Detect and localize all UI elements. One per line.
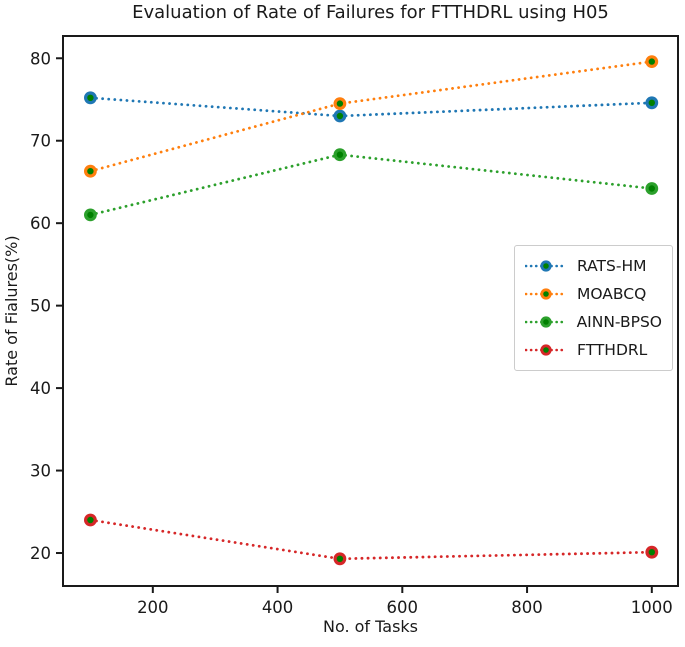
- data-point-MOABCQ: [333, 97, 347, 110]
- x-tick-label: 200: [137, 598, 169, 617]
- legend-sample-marker: [540, 316, 552, 328]
- data-point-FTTHDRL: [333, 552, 347, 566]
- data-point-RATS-HM: [333, 109, 347, 123]
- x-tick-label: 1000: [631, 598, 673, 617]
- y-tick-label: 80: [30, 49, 51, 68]
- y-tick-label: 20: [30, 544, 51, 563]
- y-tick-label: 50: [30, 297, 51, 316]
- data-point-RATS-HM: [83, 91, 97, 105]
- legend-label: AINN-BPSO: [576, 313, 662, 331]
- legend-sample-marker: [540, 260, 552, 272]
- x-axis-label: No. of Tasks: [322, 617, 419, 636]
- series-line-RATS-HM: [89, 96, 654, 118]
- legend-marker-icon: [525, 344, 567, 356]
- data-point-FTTHDRL: [645, 545, 659, 559]
- data-point-FTTHDRL: [83, 513, 97, 527]
- legend-item-RATS-HM: RATS-HM: [525, 257, 662, 275]
- legend-label: RATS-HM: [577, 257, 647, 275]
- axes-frame: [62, 35, 679, 587]
- legend-marker-icon: [525, 260, 567, 272]
- data-point-AINN-BPSO: [83, 208, 97, 222]
- legend-item-MOABCQ: MOABCQ: [525, 285, 662, 303]
- data-point-MOABCQ: [645, 55, 659, 68]
- data-point-AINN-BPSO: [645, 182, 659, 195]
- legend-sample-marker: [540, 344, 552, 356]
- y-tick-label: 30: [30, 462, 51, 481]
- legend-marker-icon: [525, 316, 567, 328]
- x-tick-label: 800: [511, 598, 543, 617]
- series-line-MOABCQ: [89, 60, 654, 173]
- legend-item-AINN-BPSO: AINN-BPSO: [525, 313, 662, 331]
- x-tick-label: 600: [387, 598, 419, 617]
- chart-title: Evaluation of Rate of Failures for FTTHD…: [132, 2, 609, 23]
- legend-label: MOABCQ: [577, 285, 647, 303]
- legend-marker-icon: [525, 288, 567, 300]
- series-line-AINN-BPSO: [89, 153, 654, 217]
- y-tick-label: 40: [30, 379, 51, 398]
- legend-label: FTTHDRL: [577, 341, 648, 359]
- series-line-FTTHDRL: [89, 518, 654, 561]
- legend-sample-marker: [540, 288, 552, 300]
- legend-item-FTTHDRL: FTTHDRL: [525, 341, 662, 359]
- y-tick-label: 70: [30, 132, 51, 151]
- y-tick-label: 60: [30, 214, 51, 233]
- data-point-MOABCQ: [83, 164, 97, 178]
- data-point-RATS-HM: [645, 96, 659, 110]
- legend: RATS-HM MOABCQ AINN-BPSO FTTHDRL: [514, 245, 673, 371]
- data-point-AINN-BPSO: [333, 148, 347, 162]
- x-tick-label: 400: [262, 598, 294, 617]
